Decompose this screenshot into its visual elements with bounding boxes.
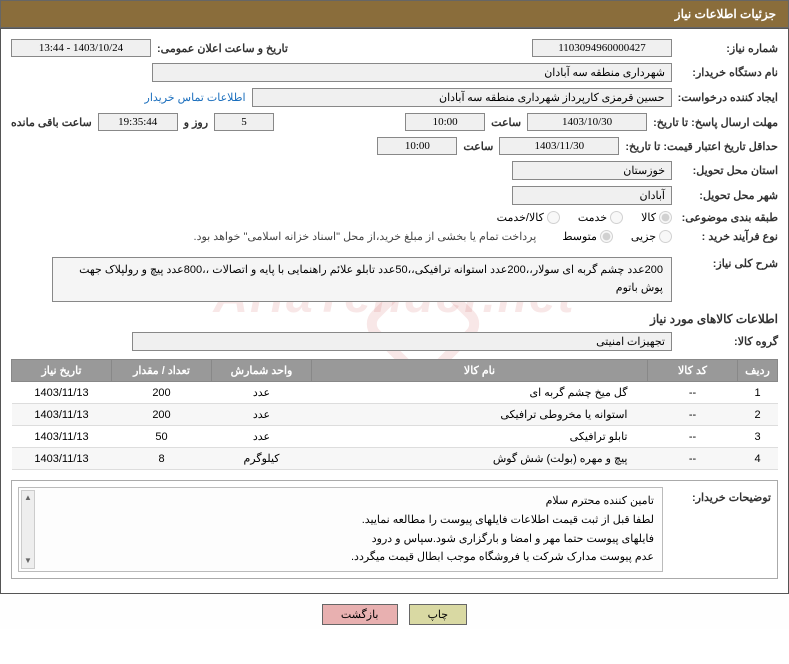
summary-label: شرح کلی نیاز: <box>678 257 778 270</box>
payment-note: پرداخت تمام یا بخشی از مبلغ خرید،از محل … <box>194 230 537 243</box>
radio-khadamat-label: خدمت <box>578 211 607 224</box>
buyer-org-label: نام دستگاه خریدار: <box>678 66 778 79</box>
print-button[interactable]: چاپ <box>409 604 468 625</box>
deadline-date: 1403/10/30 <box>527 113 647 131</box>
buyer-desc-label: توضیحات خریدار: <box>671 487 771 504</box>
time-label-1: ساعت <box>491 116 521 129</box>
validity-date: 1403/11/30 <box>499 137 619 155</box>
buyer-contact-link[interactable]: اطلاعات تماس خریدار <box>145 91 246 104</box>
deadline-time: 10:00 <box>405 113 485 131</box>
radio-motavaset[interactable]: متوسط <box>562 230 613 243</box>
city-value: آبادان <box>512 186 672 205</box>
announce-label: تاریخ و ساعت اعلان عمومی: <box>157 42 288 55</box>
back-button[interactable]: بازگشت <box>322 604 398 625</box>
radio-kala-label: کالا <box>641 211 656 224</box>
goods-table: ردیف کد کالا نام کالا واحد شمارش تعداد /… <box>11 359 778 470</box>
table-row: 2--استوانه یا مخروطی ترافیکیعدد2001403/1… <box>12 404 778 426</box>
table-row: 4--پیچ و مهره (بولت) شش گوشکیلوگرم81403/… <box>12 448 778 470</box>
group-value: تجهیزات امنیتی <box>132 332 672 351</box>
province-label: استان محل تحویل: <box>678 164 778 177</box>
time-remaining: 19:35:44 <box>98 113 178 131</box>
radio-jozei[interactable]: جزیی <box>631 230 672 243</box>
city-label: شهر محل تحویل: <box>678 189 778 202</box>
goods-section-title: اطلاعات کالاهای مورد نیاز <box>11 312 778 326</box>
process-label: نوع فرآیند خرید : <box>678 230 778 243</box>
th-code: کد کالا <box>648 360 738 382</box>
radio-kalakhad[interactable]: کالا/خدمت <box>497 211 560 224</box>
need-no-value: 1103094960000427 <box>532 39 672 57</box>
requester-value: حسین قرمزی کارپرداز شهرداری منطقه سه آبا… <box>252 88 672 107</box>
th-unit: واحد شمارش <box>212 360 312 382</box>
days-remaining: 5 <box>214 113 274 131</box>
category-label: طبقه بندی موضوعی: <box>678 211 778 224</box>
th-qty: تعداد / مقدار <box>112 360 212 382</box>
remain-label: ساعت باقی مانده <box>11 116 92 129</box>
days-label: روز و <box>184 116 208 129</box>
th-name: نام کالا <box>312 360 648 382</box>
need-no-label: شماره نیاز: <box>678 42 778 55</box>
summary-value: 200عدد چشم گربه ای سولار،،200عدد استوانه… <box>52 257 672 302</box>
table-row: 1--گل میخ چشم گربه ایعدد2001403/11/13 <box>12 382 778 404</box>
radio-khadamat[interactable]: خدمت <box>578 211 623 224</box>
requester-label: ایجاد کننده درخواست: <box>678 91 778 104</box>
table-row: 3--تابلو ترافیکیعدد501403/11/13 <box>12 426 778 448</box>
radio-kalakhad-label: کالا/خدمت <box>497 211 544 224</box>
province-value: خوزستان <box>512 161 672 180</box>
validity-label: حداقل تاریخ اعتبار قیمت: تا تاریخ: <box>625 140 778 153</box>
radio-kala[interactable]: کالا <box>641 211 672 224</box>
radio-motavaset-label: متوسط <box>562 230 597 243</box>
announce-value: 1403/10/24 - 13:44 <box>11 39 151 57</box>
buyer-desc-value: تامین کننده محترم سلاملطفا قبل از ثبت قی… <box>18 487 663 572</box>
buyer-org-value: شهرداری منطقه سه آبادان <box>152 63 672 82</box>
deadline-label: مهلت ارسال پاسخ: تا تاریخ: <box>653 116 778 129</box>
radio-jozei-label: جزیی <box>631 230 656 243</box>
group-label: گروه کالا: <box>678 335 778 348</box>
th-row: ردیف <box>738 360 778 382</box>
validity-time: 10:00 <box>377 137 457 155</box>
time-label-2: ساعت <box>463 140 493 153</box>
scrollbar-icon[interactable] <box>21 490 35 569</box>
th-date: تاریخ نیاز <box>12 360 112 382</box>
panel-header: جزئیات اطلاعات نیاز <box>0 0 789 28</box>
